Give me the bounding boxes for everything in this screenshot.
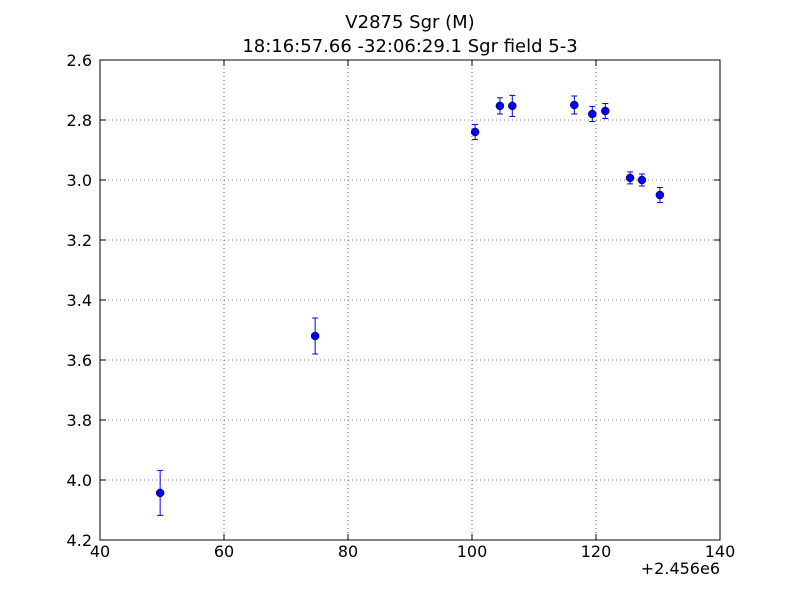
x-tick-label: 80: [338, 542, 358, 561]
data-point: [310, 331, 320, 341]
y-tick-label: 3.6: [67, 351, 92, 370]
data-point: [155, 488, 165, 498]
y-tick-label: 4.0: [67, 471, 92, 490]
x-tick-label: 120: [581, 542, 612, 561]
y-tick-label: 2.6: [67, 51, 92, 70]
plot-frame: [99, 59, 721, 541]
chart-subtitle: 18:16:57.66 -32:06:29.1 Sgr field 5-3: [242, 36, 577, 57]
data-point: [655, 190, 665, 200]
data-point: [588, 109, 597, 119]
x-tick-label: 100: [457, 542, 488, 561]
x-tick-label: 140: [705, 542, 736, 561]
y-tick-label: 4.2: [67, 531, 92, 550]
data-point: [570, 100, 579, 110]
x-tick-label: 60: [214, 542, 234, 561]
data-point: [637, 175, 647, 185]
chart-title: V2875 Sgr (M): [345, 12, 474, 33]
y-tick-label: 3.8: [67, 411, 92, 430]
y-tick-label: 3.0: [67, 171, 92, 190]
data-point: [625, 173, 635, 183]
y-tick-label: 3.4: [67, 291, 92, 310]
x-offset-label: +2.456e6: [641, 559, 720, 578]
data-point: [470, 127, 480, 137]
data-point: [508, 101, 517, 111]
data-point: [495, 101, 505, 111]
data-point: [601, 106, 610, 116]
y-tick-label: 2.8: [67, 111, 92, 130]
x-tick-label: 40: [90, 542, 110, 561]
y-tick-label: 3.2: [67, 231, 92, 250]
